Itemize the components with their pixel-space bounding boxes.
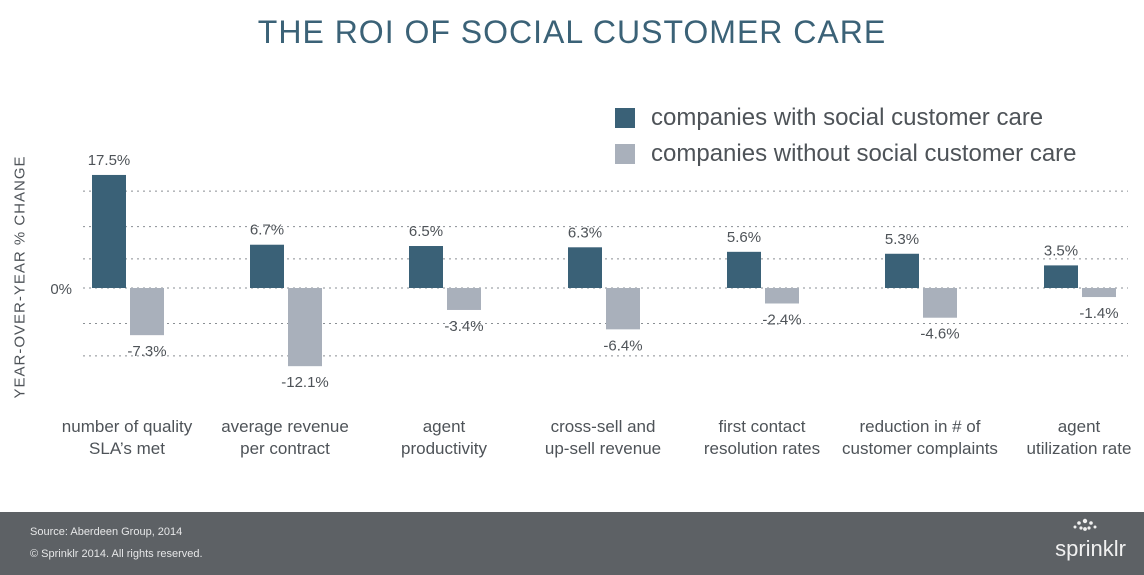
zero-tick-label: 0% <box>50 281 72 298</box>
copyright-note: © Sprinklr 2014. All rights reserved. <box>30 548 203 560</box>
category-tick-label: agent productivity <box>401 417 487 458</box>
bar-without-social <box>288 288 322 367</box>
category-tick-label-line: customer complaints <box>842 439 998 458</box>
bar-without-social <box>1082 288 1116 298</box>
sprinklr-logo-icon <box>1073 518 1097 531</box>
category-tick-label-line: reduction in # of <box>860 417 981 436</box>
data-label-with-social: 6.5% <box>409 223 443 240</box>
category-tick-label-line: resolution rates <box>704 439 820 458</box>
category-tick-label-line: first contact <box>719 417 806 436</box>
bar-with-social <box>92 174 126 288</box>
category-tick-label: first contact resolution rates <box>704 417 820 458</box>
bar-without-social <box>130 288 164 336</box>
legend-swatch-with <box>615 108 635 128</box>
category-tick-label-line: SLA’s met <box>89 439 165 458</box>
category-tick-label-line: number of quality <box>62 417 193 436</box>
legend-item-with: companies with social customer care <box>615 100 1077 136</box>
legend: companies with social customer care comp… <box>615 100 1077 172</box>
data-label-with-social: 17.5% <box>88 152 131 169</box>
data-label-with-social: 3.5% <box>1044 242 1078 259</box>
data-label-without-social: -4.6% <box>920 326 959 343</box>
data-label-with-social: 6.7% <box>250 222 284 239</box>
category-tick-label: cross-sell and up-sell revenue <box>545 417 661 458</box>
data-label-with-social: 5.6% <box>727 229 761 246</box>
footer: Source: Aberdeen Group, 2014 © Sprinklr … <box>0 512 1144 575</box>
data-label-with-social: 6.3% <box>568 224 602 241</box>
data-label-without-social: -3.4% <box>444 318 483 335</box>
category-tick-label-line: up-sell revenue <box>545 439 661 458</box>
bar-without-social <box>447 288 481 310</box>
category-tick-label-line: agent <box>1058 417 1101 436</box>
category-tick-label-line: cross-sell and <box>551 417 656 436</box>
bar-with-social <box>250 244 284 288</box>
chart-title: THE ROI OF SOCIAL CUSTOMER CARE <box>257 14 887 50</box>
bar-without-social <box>923 288 957 318</box>
data-label-without-social: -1.4% <box>1079 305 1118 322</box>
data-label-without-social: -6.4% <box>603 337 642 354</box>
category-tick-label: reduction in # of customer complaints <box>842 417 998 458</box>
bar-with-social <box>1044 265 1078 288</box>
bar-without-social <box>606 288 640 330</box>
bar-with-social <box>885 253 919 288</box>
category-tick-label-line: average revenue <box>221 417 349 436</box>
legend-label-without: companies without social customer care <box>651 140 1077 167</box>
bar-with-social <box>409 246 443 288</box>
source-note: Source: Aberdeen Group, 2014 <box>30 526 183 538</box>
category-tick-label: average revenue per contract <box>221 417 349 458</box>
data-label-without-social: -2.4% <box>762 312 801 329</box>
brand-name: sprinklr <box>1055 536 1126 561</box>
legend-item-without: companies without social customer care <box>615 136 1077 172</box>
category-tick-label: number of quality SLA’s met <box>62 417 193 458</box>
data-label-with-social: 5.3% <box>885 231 919 248</box>
bar-without-social <box>765 288 799 304</box>
category-tick-label: agent utilization rate <box>1027 417 1132 458</box>
bar-chart: 0% 17.5% -7.3% number of quality SLA’s met 6.… <box>50 152 1132 458</box>
legend-swatch-without <box>615 144 635 164</box>
category-tick-label-line: agent <box>423 417 466 436</box>
bar-with-social <box>727 251 761 288</box>
bar-with-social <box>568 247 602 288</box>
category-tick-label-line: per contract <box>240 439 330 458</box>
legend-label-with: companies with social customer care <box>651 104 1044 131</box>
data-label-without-social: -7.3% <box>127 343 166 360</box>
category-tick-label-line: utilization rate <box>1027 439 1132 458</box>
category-tick-label-line: productivity <box>401 439 487 458</box>
data-label-without-social: -12.1% <box>281 374 329 391</box>
